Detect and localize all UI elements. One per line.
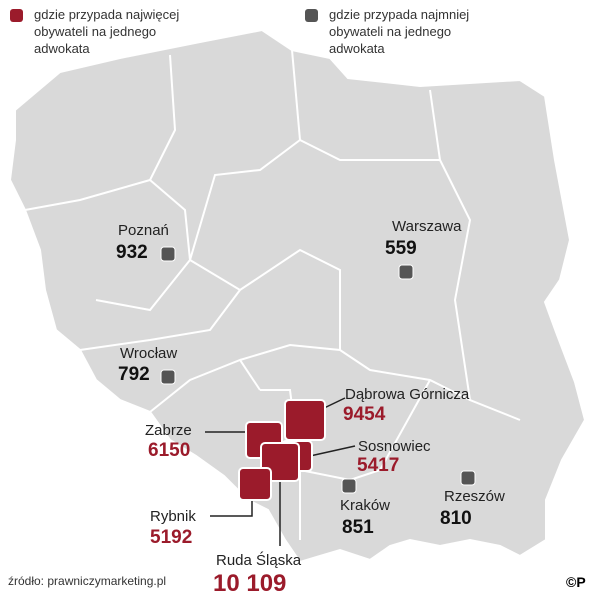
city-value: 5417 bbox=[357, 455, 400, 476]
city-name: Dąbrowa Górnicza bbox=[345, 386, 470, 403]
city-name: Rybnik bbox=[150, 508, 196, 525]
source: źródło: prawniczymarketing.pl bbox=[8, 574, 167, 588]
legend-text: gdzie przypada najwięcej obywateli na je… bbox=[34, 7, 180, 56]
city-marker bbox=[460, 470, 476, 486]
leader-line bbox=[210, 500, 253, 517]
city-value: 932 bbox=[116, 242, 148, 263]
legend-text: gdzie przypada najmniej obywateli na jed… bbox=[329, 7, 470, 56]
city-marker bbox=[160, 369, 176, 385]
legend-swatch bbox=[305, 9, 318, 22]
city-marker bbox=[341, 478, 357, 494]
city-name: Sosnowiec bbox=[358, 438, 431, 455]
city-value: 10 109 bbox=[213, 570, 287, 597]
logo: ©P bbox=[566, 574, 586, 590]
city-name: Kraków bbox=[340, 497, 391, 514]
city-marker bbox=[160, 246, 176, 262]
city-value: 6150 bbox=[148, 440, 191, 461]
city-marker bbox=[398, 264, 414, 280]
city-name: Rzeszów bbox=[444, 488, 505, 505]
city-value: 5192 bbox=[150, 527, 193, 548]
city-name: Wrocław bbox=[120, 345, 178, 362]
city-value: 810 bbox=[440, 508, 472, 529]
city-value: 851 bbox=[342, 517, 374, 538]
city-value: 792 bbox=[118, 364, 150, 385]
city-name: Zabrze bbox=[145, 422, 192, 439]
city-name: Warszawa bbox=[392, 218, 462, 235]
leader-line bbox=[309, 445, 356, 457]
city-marker bbox=[284, 399, 326, 441]
city-value: 559 bbox=[385, 238, 417, 259]
city-value: 9454 bbox=[343, 404, 386, 425]
city-name: Ruda Śląska bbox=[216, 552, 302, 569]
legend-swatch bbox=[10, 9, 23, 22]
city-marker bbox=[238, 467, 272, 501]
city-name: Poznań bbox=[118, 222, 169, 239]
